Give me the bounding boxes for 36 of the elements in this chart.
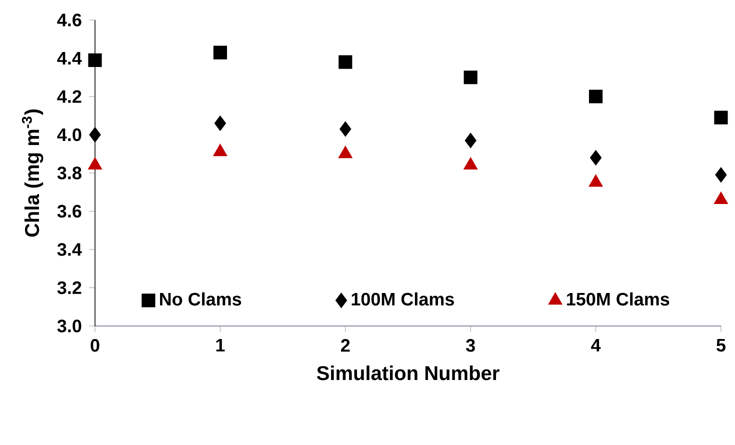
x-axis-title: Simulation Number (316, 366, 500, 380)
y-tick-label: 4.2 (57, 90, 82, 103)
y-tick-label: 4.0 (57, 128, 82, 142)
y-tick-label: 3.2 (57, 281, 82, 294)
x-tick-label: 2 (341, 339, 350, 352)
legend-label: 100M Clams (352, 292, 454, 306)
y-tick-label: 3.6 (57, 204, 82, 218)
y-tick-label: 3.4 (57, 243, 82, 256)
x-tick-label: 1 (216, 339, 225, 352)
y-tick-label: 4.6 (57, 14, 82, 26)
point (340, 121, 352, 137)
x-tick-label: 0 (90, 339, 100, 352)
x-tick-label: 4 (591, 339, 601, 352)
point (213, 46, 228, 60)
y-tick-label: 3.0 (57, 320, 82, 332)
point (213, 144, 228, 156)
x-tick-label: 3 (466, 339, 475, 352)
point (88, 53, 102, 67)
point (464, 157, 478, 170)
x-tick-label: 5 (716, 339, 726, 352)
y-tick-label: 4.4 (57, 52, 82, 64)
y-tick-label: 3.8 (57, 166, 82, 180)
point (214, 116, 226, 131)
point (464, 70, 478, 84)
point (464, 132, 476, 148)
point (88, 157, 102, 170)
point (714, 110, 728, 124)
point (588, 174, 603, 187)
legend-label: 150M Clams (567, 292, 670, 306)
point (338, 146, 352, 158)
y-axis-title: Chla (mg m$^{-3}$) (22, 109, 44, 237)
legend-label: No Clams (160, 292, 242, 306)
point (588, 90, 603, 104)
point (89, 127, 101, 142)
point (338, 55, 352, 69)
point (590, 150, 602, 166)
